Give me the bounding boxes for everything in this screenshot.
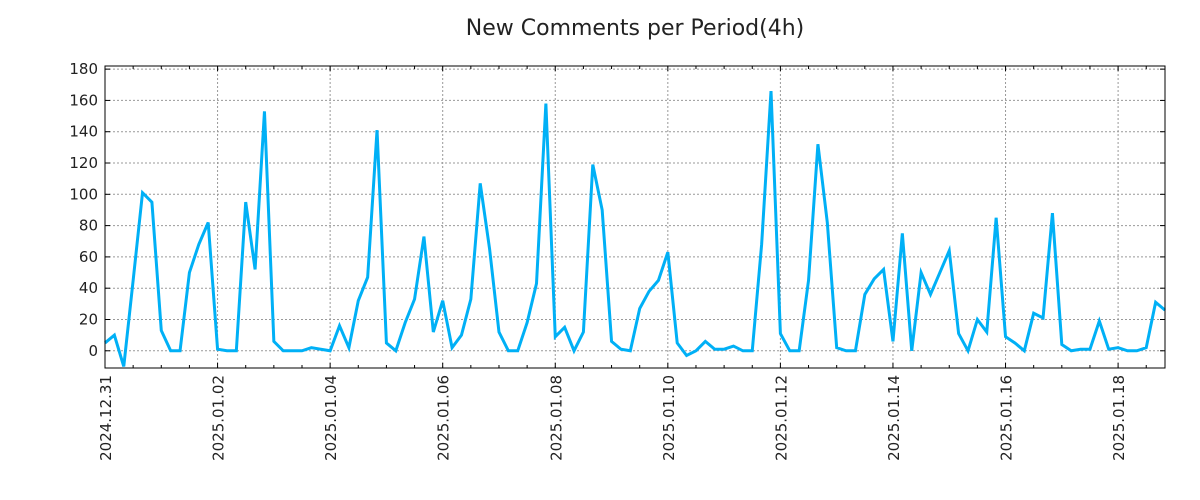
- x-tick-label: 2025.01.16: [998, 375, 1016, 461]
- y-tick-label: 160: [69, 91, 98, 109]
- chart-title: New Comments per Period(4h): [465, 16, 805, 41]
- y-tick-label: 180: [69, 60, 98, 78]
- x-tick-label: 2025.01.18: [1110, 375, 1128, 461]
- x-tick-label: 2024.12.31: [97, 375, 115, 461]
- y-tick-label: 140: [69, 123, 98, 141]
- x-tick-label: 2025.01.12: [772, 375, 790, 461]
- x-tick-label: 2025.01.06: [435, 375, 453, 461]
- x-tick-label: 2025.01.14: [885, 375, 903, 461]
- y-tick-label: 0: [88, 342, 98, 360]
- x-tick-label: 2025.01.10: [660, 375, 678, 461]
- y-tick-label: 40: [79, 279, 98, 297]
- y-tick-label: 120: [69, 154, 98, 172]
- x-tick-label: 2025.01.08: [547, 375, 565, 461]
- y-tick-label: 20: [79, 310, 98, 328]
- series-line: [104, 90, 1166, 367]
- plot-frame: [104, 65, 1166, 369]
- x-tick-label: 2025.01.04: [322, 375, 340, 461]
- y-tick-label: 80: [79, 217, 98, 235]
- y-tick-label: 60: [79, 248, 98, 266]
- x-tick-label: 2025.01.02: [210, 375, 228, 461]
- y-tick-label: 100: [69, 185, 98, 203]
